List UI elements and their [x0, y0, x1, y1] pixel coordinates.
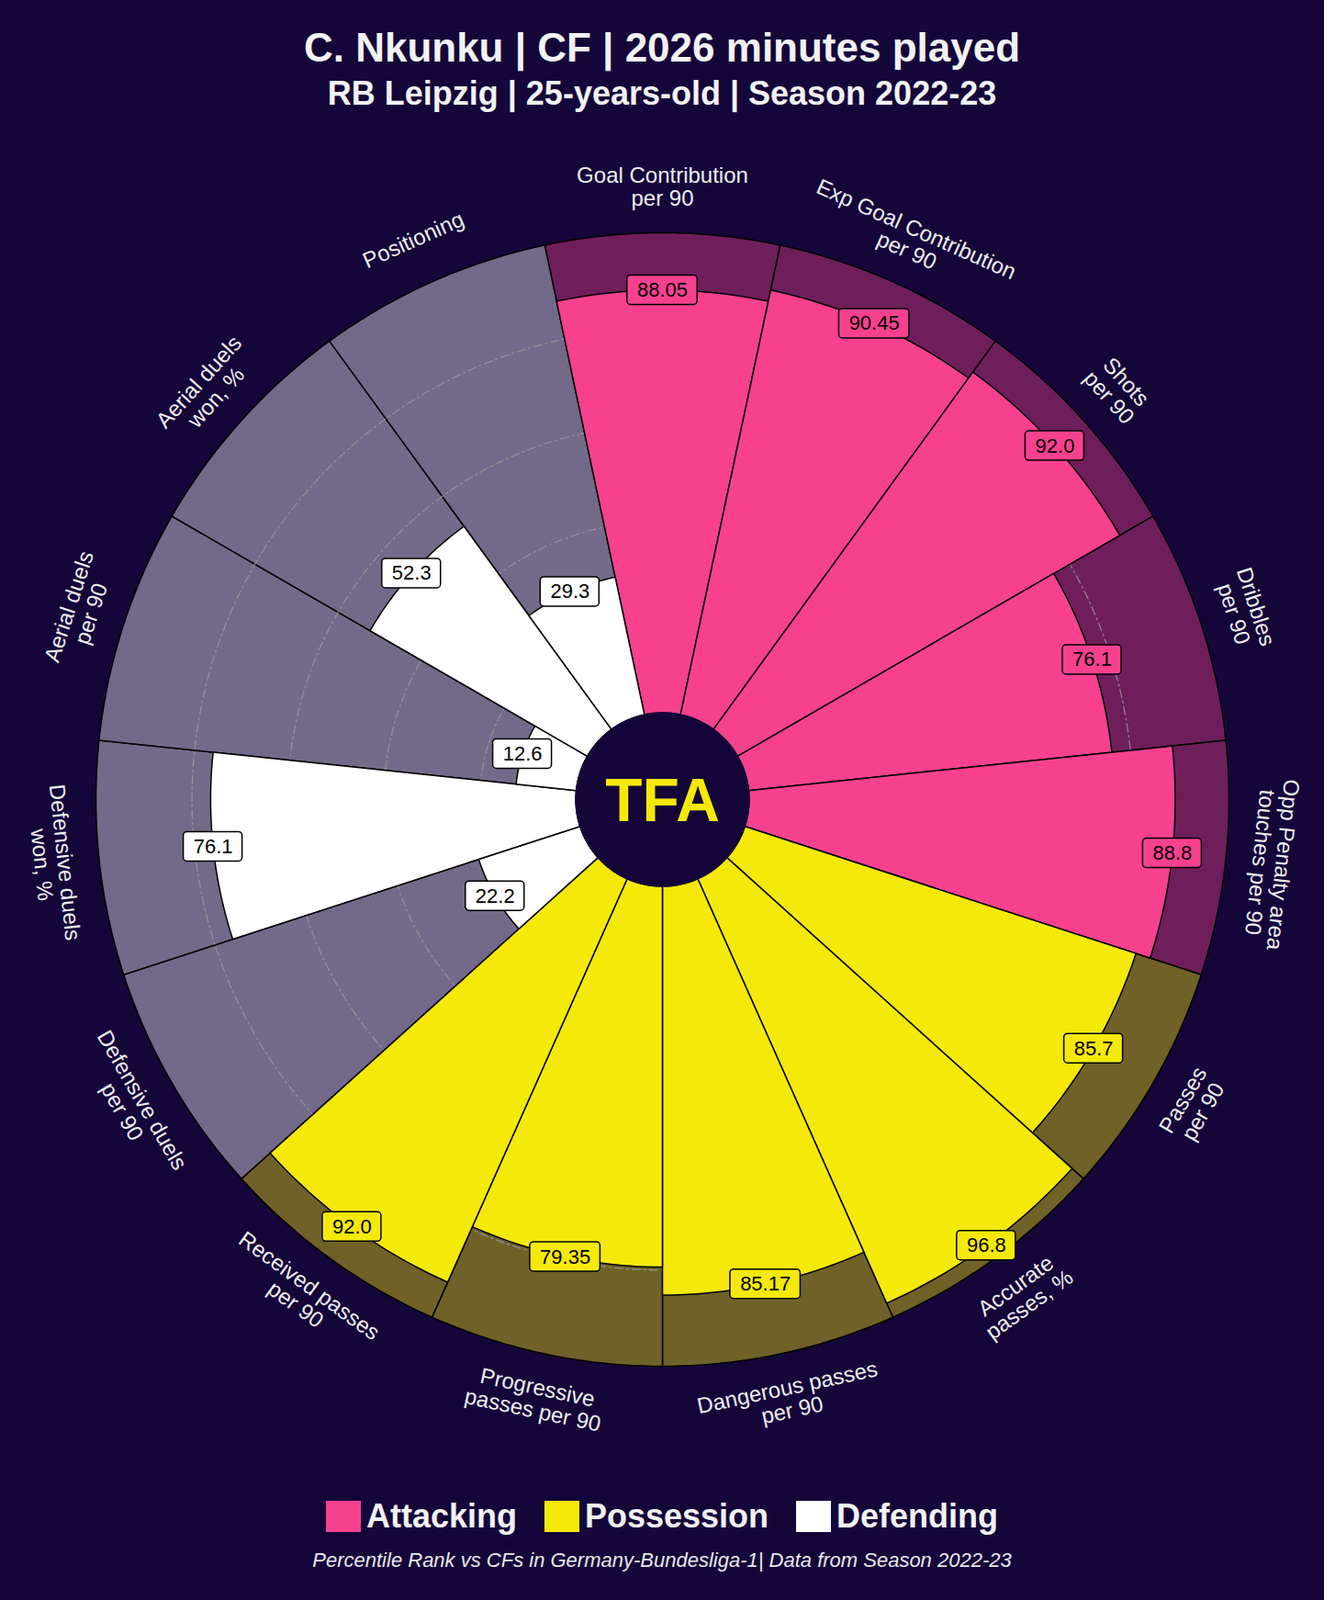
html-text:RB Leipzig | 25-years-old | Se: RB Leipzig | 25-years-old | Season 2022-…: [327, 74, 997, 113]
svg-text:Aerial duelsper 90: Aerial duelsper 90: [39, 548, 121, 673]
svg-text:76.1: 76.1: [1072, 647, 1112, 671]
svg-text:Accuratepasses, %: Accuratepasses, %: [966, 1245, 1078, 1344]
svg-text:TFA: TFA: [605, 765, 720, 834]
svg-text:76.1: 76.1: [193, 834, 234, 858]
svg-text:88.05: 88.05: [637, 278, 688, 302]
svg-text:12.6: 12.6: [503, 741, 543, 765]
svg-text:29.3: 29.3: [549, 579, 590, 603]
svg-text:92.0: 92.0: [332, 1214, 372, 1238]
svg-text:Aerial duelswon, %: Aerial duelswon, %: [150, 330, 264, 449]
svg-text:Received passesper 90: Received passesper 90: [220, 1225, 385, 1364]
html-text:Possession: Possession: [584, 1496, 769, 1535]
svg-text:Opp Penalty areatouches per 90: Opp Penalty areatouches per 90: [1238, 775, 1305, 953]
html-text:Defending: Defending: [836, 1496, 999, 1535]
svg-text:52.3: 52.3: [392, 561, 432, 584]
svg-text:Exp Goal Contributionper 90: Exp Goal Contributionper 90: [803, 173, 1021, 305]
svg-text:85.17: 85.17: [740, 1271, 791, 1295]
html-text:Percentile Rank vs CFs in Germ: Percentile Rank vs CFs in Germany-Bundes…: [312, 1548, 1012, 1571]
html-text:C. Nkunku | CF | 2026 minutes: C. Nkunku | CF | 2026 minutes played: [303, 24, 1021, 70]
svg-text:Dangerous passesper 90: Dangerous passesper 90: [695, 1355, 886, 1441]
html-text:Attacking: Attacking: [366, 1496, 517, 1535]
svg-text:90.45: 90.45: [849, 311, 900, 335]
svg-text:22.2: 22.2: [475, 884, 516, 908]
svg-text:88.8: 88.8: [1152, 841, 1192, 864]
svg-text:85.7: 85.7: [1074, 1036, 1114, 1060]
svg-text:96.8: 96.8: [966, 1233, 1007, 1257]
svg-text:79.35: 79.35: [539, 1244, 591, 1268]
svg-text:Shotsper 90: Shotsper 90: [1078, 349, 1156, 429]
svg-text:Goal Contributionper 90: Goal Contributionper 90: [576, 162, 749, 211]
svg-text:Passesper 90: Passesper 90: [1153, 1062, 1232, 1149]
svg-text:Progressivepasses per 90: Progressivepasses per 90: [462, 1359, 608, 1436]
svg-text:Defensive duelsper 90: Defensive duelsper 90: [72, 1025, 193, 1186]
svg-text:Dribblesper 90: Dribblesper 90: [1210, 563, 1281, 656]
svg-text:Defensive duelswon, %: Defensive duelswon, %: [22, 783, 87, 944]
svg-text:92.0: 92.0: [1035, 434, 1076, 458]
svg-text:Positioning: Positioning: [359, 206, 468, 273]
